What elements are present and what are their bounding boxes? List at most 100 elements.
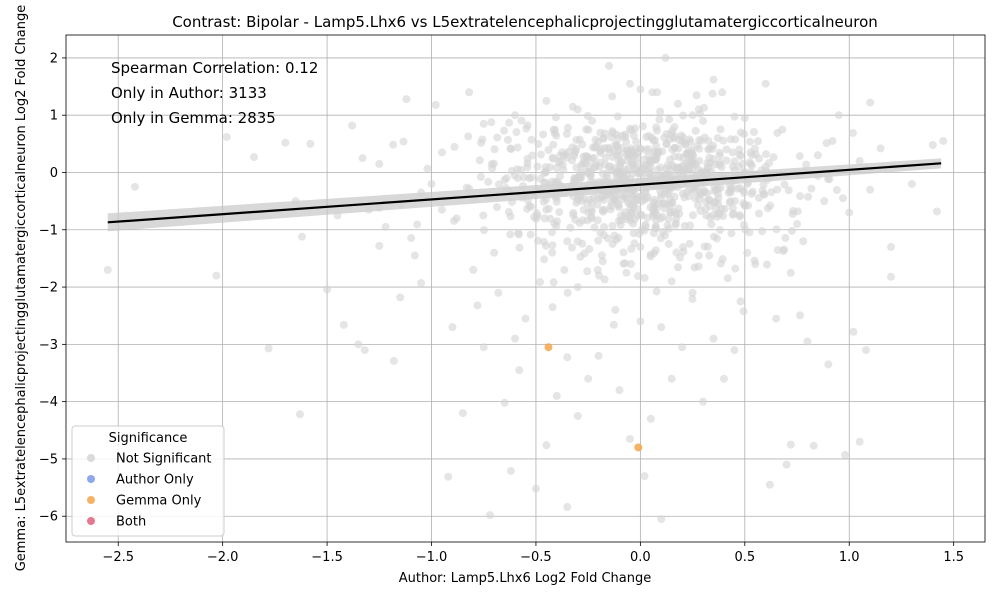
point-not-significant [762,260,771,269]
point-not-significant [695,144,704,153]
point-not-significant [389,140,398,149]
point-not-significant [719,374,728,383]
point-not-significant [713,212,722,221]
point-not-significant [848,129,857,138]
point-not-significant [417,279,426,288]
point-not-significant [625,151,634,160]
point-not-significant [704,145,713,154]
point-not-significant [552,193,561,202]
point-not-significant [685,135,694,144]
y-tick-label: −4 [39,395,58,410]
point-not-significant [402,95,411,104]
point-not-significant [625,79,634,88]
point-not-significant [703,189,712,198]
point-not-significant [523,204,532,213]
point-not-significant [603,234,612,243]
point-not-significant [554,158,563,167]
x-tick-label: 1.5 [943,550,964,565]
point-not-significant [500,126,509,135]
point-not-significant [462,183,471,192]
point-not-significant [703,242,712,251]
point-not-significant [222,132,231,141]
point-not-significant [515,366,524,375]
point-not-significant [450,142,459,151]
regression-line [107,162,942,224]
point-not-significant [490,248,499,257]
point-not-significant [519,173,528,182]
point-not-significant [540,255,549,264]
point-not-significant [866,98,875,107]
point-not-significant [726,135,735,144]
point-not-significant [716,259,725,268]
point-not-significant [591,142,600,151]
point-not-significant [679,247,688,256]
point-not-significant [551,113,560,122]
point-not-significant [855,157,864,166]
point-not-significant [611,140,620,149]
point-not-significant [772,314,781,323]
y-tick-label: −1 [39,223,58,238]
point-not-significant [735,184,744,193]
point-not-significant [576,173,585,182]
point-not-significant [479,343,488,352]
point-not-significant [646,156,655,165]
point-not-significant [907,179,916,188]
point-not-significant [636,317,645,326]
point-not-significant [796,311,805,320]
point-not-significant [688,158,697,167]
point-not-significant [759,180,768,189]
point-not-significant [708,89,717,98]
point-not-significant [658,147,667,156]
point-not-significant [824,360,833,369]
y-tick-label: −3 [39,338,58,353]
point-not-significant [539,237,548,246]
point-not-significant [602,169,611,178]
point-not-significant [727,229,736,238]
point-not-significant [696,206,705,215]
point-not-significant [757,166,766,175]
point-not-significant [563,123,572,132]
point-not-significant [564,147,573,156]
point-not-significant [511,111,520,120]
point-not-significant [503,135,512,144]
x-tick-label: −2.5 [102,550,134,565]
point-not-significant [605,61,614,70]
point-not-significant [476,172,485,181]
point-not-significant [500,398,509,407]
point-not-significant [690,187,699,196]
point-not-significant [531,484,540,493]
point-not-significant [628,219,637,228]
point-not-significant [518,193,527,202]
point-not-significant [641,173,650,182]
point-not-significant [578,216,587,225]
point-not-significant [671,220,680,229]
point-not-significant [634,272,643,281]
point-not-significant [656,163,665,172]
point-not-significant [291,197,300,206]
point-not-significant [358,154,367,163]
point-not-significant [754,193,763,202]
point-not-significant [295,410,304,419]
point-not-significant [396,293,405,302]
point-not-significant [741,225,750,234]
point-not-significant [542,96,551,105]
point-not-significant [552,221,561,230]
point-not-significant [513,174,522,183]
point-not-significant [616,211,625,220]
point-not-significant [608,239,617,248]
point-not-significant [657,323,666,332]
point-not-significant [615,168,624,177]
point-not-significant [625,434,634,443]
point-not-significant [597,251,606,260]
point-not-significant [652,141,661,150]
point-not-significant [679,111,688,120]
point-not-significant [578,159,587,168]
point-not-significant [348,121,357,130]
point-not-significant [574,193,583,202]
point-not-significant [630,239,639,248]
point-not-significant [705,251,714,260]
point-not-significant [632,137,641,146]
point-not-significant [809,441,818,450]
point-not-significant [621,191,630,200]
point-not-significant [515,243,524,252]
